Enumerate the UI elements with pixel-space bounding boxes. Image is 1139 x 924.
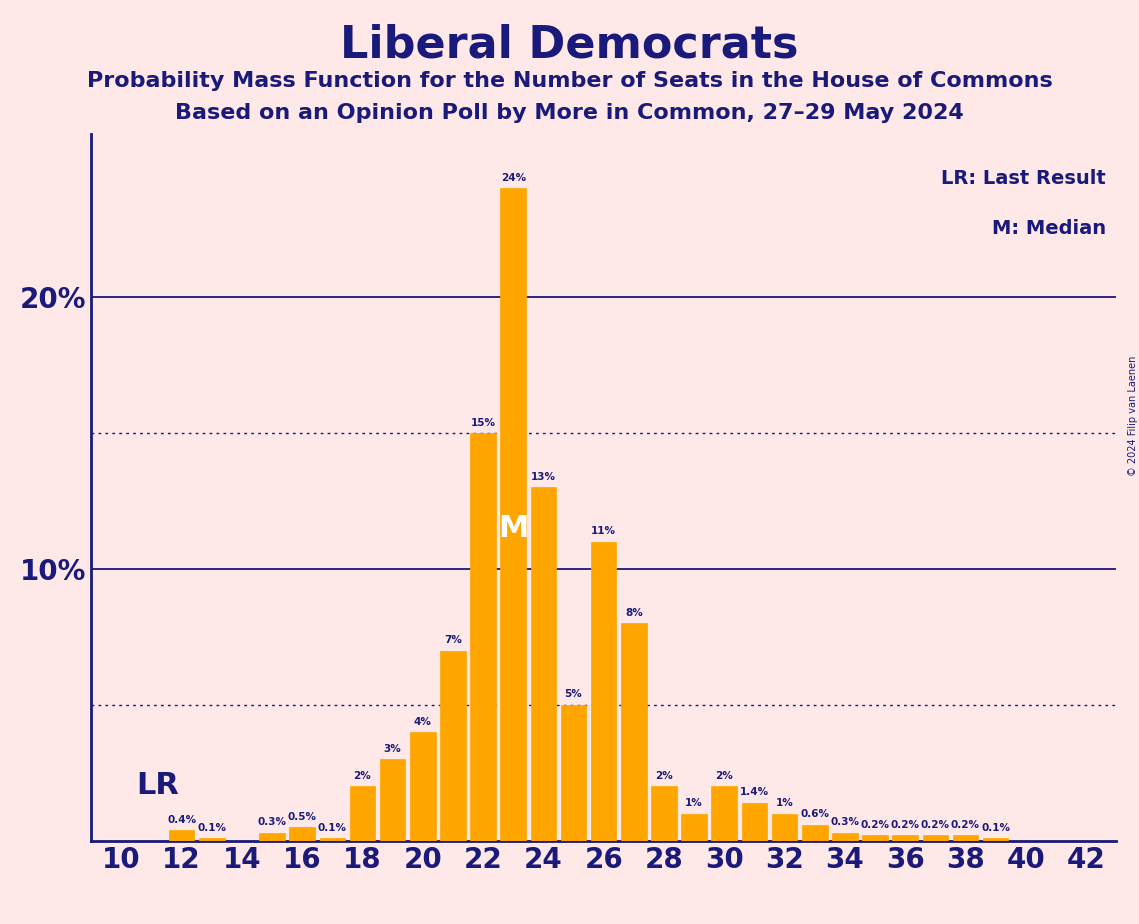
Bar (320, 838, 345, 841)
Text: 0.2%: 0.2% (920, 820, 950, 830)
Bar (169, 830, 195, 841)
Text: 4%: 4% (413, 717, 432, 726)
Text: Based on an Opinion Poll by More in Common, 27–29 May 2024: Based on an Opinion Poll by More in Comm… (175, 103, 964, 124)
Bar (560, 705, 587, 841)
Bar (379, 760, 405, 841)
Text: 1%: 1% (686, 798, 703, 808)
Bar (833, 833, 858, 841)
Text: 15%: 15% (470, 418, 495, 428)
Bar (591, 541, 616, 841)
Text: 0.3%: 0.3% (830, 817, 859, 827)
Text: 24%: 24% (501, 173, 526, 183)
Bar (500, 188, 526, 841)
Bar (952, 835, 978, 841)
Bar (289, 827, 316, 841)
Text: 1%: 1% (776, 798, 794, 808)
Bar (741, 803, 768, 841)
Bar (681, 814, 707, 841)
Text: 0.5%: 0.5% (288, 812, 317, 821)
Bar (712, 786, 737, 841)
Text: 13%: 13% (531, 472, 556, 482)
Text: Liberal Democrats: Liberal Democrats (341, 23, 798, 67)
Text: 0.1%: 0.1% (197, 822, 227, 833)
Text: LR: Last Result: LR: Last Result (941, 169, 1106, 188)
Text: 0.2%: 0.2% (951, 820, 980, 830)
Text: 0.4%: 0.4% (167, 815, 196, 824)
Bar (772, 814, 797, 841)
Text: 0.1%: 0.1% (318, 822, 346, 833)
Text: M: M (498, 514, 528, 542)
Text: 1.4%: 1.4% (740, 787, 769, 797)
Bar (199, 838, 224, 841)
Text: Probability Mass Function for the Number of Seats in the House of Commons: Probability Mass Function for the Number… (87, 71, 1052, 91)
Text: 0.2%: 0.2% (891, 820, 919, 830)
Text: 3%: 3% (384, 744, 401, 754)
Text: M: Median: M: Median (992, 219, 1106, 237)
Text: 0.2%: 0.2% (861, 820, 890, 830)
Text: 2%: 2% (655, 771, 673, 781)
Bar (621, 624, 647, 841)
Bar (652, 786, 677, 841)
Bar (260, 833, 285, 841)
Text: 2%: 2% (715, 771, 734, 781)
Bar (440, 650, 466, 841)
Bar (802, 824, 828, 841)
Text: 2%: 2% (353, 771, 371, 781)
Text: LR: LR (137, 771, 179, 800)
Text: 11%: 11% (591, 527, 616, 536)
Bar (410, 732, 435, 841)
Text: 8%: 8% (625, 608, 642, 618)
Bar (983, 838, 1008, 841)
Text: 0.6%: 0.6% (801, 809, 829, 819)
Bar (531, 488, 556, 841)
Text: 5%: 5% (565, 689, 582, 699)
Text: 7%: 7% (444, 635, 461, 645)
Bar (862, 835, 887, 841)
Bar (892, 835, 918, 841)
Bar (923, 835, 948, 841)
Bar (350, 786, 375, 841)
Bar (470, 433, 495, 841)
Text: 0.3%: 0.3% (257, 817, 287, 827)
Text: 0.1%: 0.1% (981, 822, 1010, 833)
Text: © 2024 Filip van Laenen: © 2024 Filip van Laenen (1129, 356, 1138, 476)
